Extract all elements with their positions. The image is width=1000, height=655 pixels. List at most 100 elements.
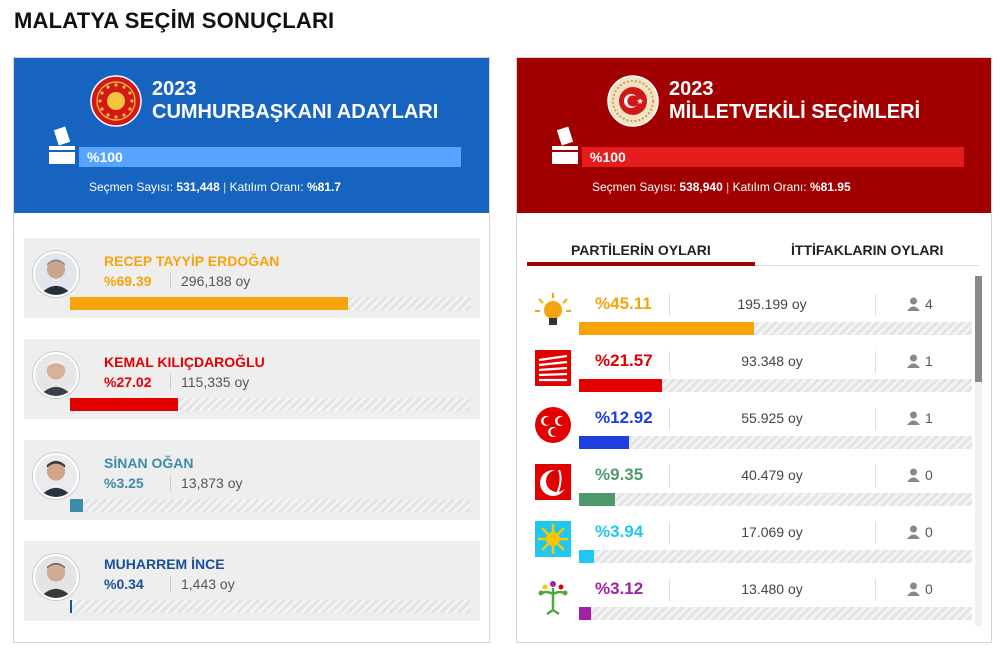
candidate-photo [33, 453, 79, 499]
party-bar [579, 436, 629, 449]
party-row[interactable]: %3.94 17.069 oy 0 [527, 514, 972, 566]
party-row[interactable]: %3.12 13.480 oy 0 [527, 571, 972, 623]
parliament-seal-icon [607, 75, 659, 127]
party-seats: 0 [925, 467, 933, 483]
party-percentage: %12.92 [595, 408, 653, 427]
voters-value: 538,940 [679, 180, 723, 194]
parliament-stats: Seçmen Sayısı: 538,940 | Katılım Oranı: … [592, 180, 851, 194]
candidate-votes: 1,443 oy [170, 576, 235, 592]
presidential-progress-label: %100 [87, 149, 123, 165]
parliament-card: 2023 MİLLETVEKİLİ SEÇİMLERİ %100 Seçmen … [516, 57, 992, 643]
stats-separator: | [223, 180, 230, 194]
presidential-stats: Seçmen Sayısı: 531,448 | Katılım Oranı: … [89, 180, 341, 194]
candidate-photo [33, 352, 79, 398]
party-votes: 55.925 oy [741, 410, 803, 426]
presidential-title: CUMHURBAŞKANI ADAYLARI [152, 101, 439, 123]
divider [875, 465, 876, 487]
tab-party-votes[interactable]: PARTİLERİN OYLARI [571, 242, 711, 258]
parliament-progress-fill [582, 147, 964, 167]
party-list-scrollbar[interactable] [975, 276, 982, 626]
turnout-value: %81.7 [306, 180, 341, 194]
candidate-votes: 13,873 oy [170, 475, 243, 491]
parliament-header: 2023 MİLLETVEKİLİ SEÇİMLERİ %100 Seçmen … [517, 58, 991, 213]
party-bar [579, 607, 592, 620]
divider [669, 579, 670, 601]
mhp-three-crescents-icon [535, 407, 571, 443]
candidate-name: KEMAL KILIÇDAROĞLU [104, 354, 265, 370]
party-votes: 195.199 oy [737, 296, 807, 312]
party-votes: 40.479 oy [741, 467, 803, 483]
candidate-photo [33, 251, 79, 297]
divider [875, 351, 876, 373]
tab-alliance-votes[interactable]: İTTİFAKLARIN OYLARI [791, 242, 944, 258]
turnout-value: %81.95 [809, 180, 851, 194]
parliament-year: 2023 [669, 78, 714, 100]
divider [875, 408, 876, 430]
party-row[interactable]: %12.92 55.925 oy 1 [527, 400, 972, 452]
party-bar [579, 322, 754, 335]
candidate-percentage: %0.34 [104, 576, 144, 592]
party-seats: 4 [925, 296, 933, 312]
candidate-votes: 115,335 oy [170, 374, 249, 390]
party-bar-track [579, 379, 972, 392]
divider [875, 294, 876, 316]
party-bar-track [579, 550, 972, 563]
parliament-progress-bar: %100 [582, 147, 964, 167]
party-seats: 0 [925, 581, 933, 597]
candidate-bar-track [70, 600, 470, 613]
person-icon [907, 582, 920, 596]
yrp-crescent-wheat-icon [535, 464, 571, 500]
person-icon [907, 411, 920, 425]
turnout-label: Katılım Oranı: [732, 180, 807, 194]
candidate-percentage: %27.02 [104, 374, 152, 390]
candidate-row-ince[interactable]: MUHARREM İNCE %0.34 1,443 oy [24, 541, 480, 621]
party-votes: 17.069 oy [741, 524, 803, 540]
divider [669, 522, 670, 544]
party-votes: 13.480 oy [741, 581, 803, 597]
scrollbar-thumb[interactable] [975, 276, 982, 382]
party-bar-track [579, 493, 972, 506]
candidate-row-ogan[interactable]: SİNAN OĞAN %3.25 13,873 oy [24, 440, 480, 520]
candidate-bar [70, 398, 179, 411]
voters-label: Seçmen Sayısı: [592, 180, 677, 194]
candidate-bar [70, 499, 83, 512]
ballot-box-icon [552, 126, 578, 164]
divider [875, 522, 876, 544]
candidate-name: RECEP TAYYİP ERDOĞAN [104, 253, 280, 269]
person-icon [907, 354, 920, 368]
party-votes: 93.348 oy [741, 353, 803, 369]
candidate-row-kilicdaroglu[interactable]: KEMAL KILIÇDAROĞLU %27.02 115,335 oy [24, 339, 480, 419]
presidential-header: 2023 CUMHURBAŞKANI ADAYLARI %100 Seçmen … [14, 58, 489, 213]
divider [875, 579, 876, 601]
ballot-box-icon [49, 126, 75, 164]
candidate-percentage: %69.39 [104, 273, 152, 289]
party-row[interactable]: %21.57 93.348 oy 1 [527, 343, 972, 395]
party-seats: 0 [925, 524, 933, 540]
candidate-bar-track [70, 499, 470, 512]
candidate-name: MUHARREM İNCE [104, 556, 225, 572]
page-title: MALATYA SEÇİM SONUÇLARI [14, 8, 335, 33]
party-percentage: %3.94 [595, 522, 644, 541]
iyi-sun-icon [535, 521, 571, 557]
party-bar-track [579, 436, 972, 449]
candidate-bar [70, 600, 72, 613]
divider [669, 465, 670, 487]
person-icon [907, 525, 920, 539]
presidential-year: 2023 [152, 78, 197, 100]
party-percentage: %45.11 [595, 294, 652, 313]
candidate-row-erdogan[interactable]: RECEP TAYYİP ERDOĞAN %69.39 296,188 oy [24, 238, 480, 318]
stats-separator: | [726, 180, 733, 194]
parliament-progress-label: %100 [590, 149, 626, 165]
party-row[interactable]: %45.11 195.199 oy 4 [527, 286, 972, 338]
party-seats: 1 [925, 410, 933, 426]
party-bar [579, 550, 595, 563]
divider [669, 351, 670, 373]
party-percentage: %3.12 [595, 579, 644, 598]
person-icon [907, 297, 920, 311]
person-icon [907, 468, 920, 482]
presidential-progress-fill [79, 147, 461, 167]
turnout-label: Katılım Oranı: [229, 180, 304, 194]
party-bar-track [579, 607, 972, 620]
party-row[interactable]: %9.35 40.479 oy 0 [527, 457, 972, 509]
candidate-name: SİNAN OĞAN [104, 455, 194, 471]
